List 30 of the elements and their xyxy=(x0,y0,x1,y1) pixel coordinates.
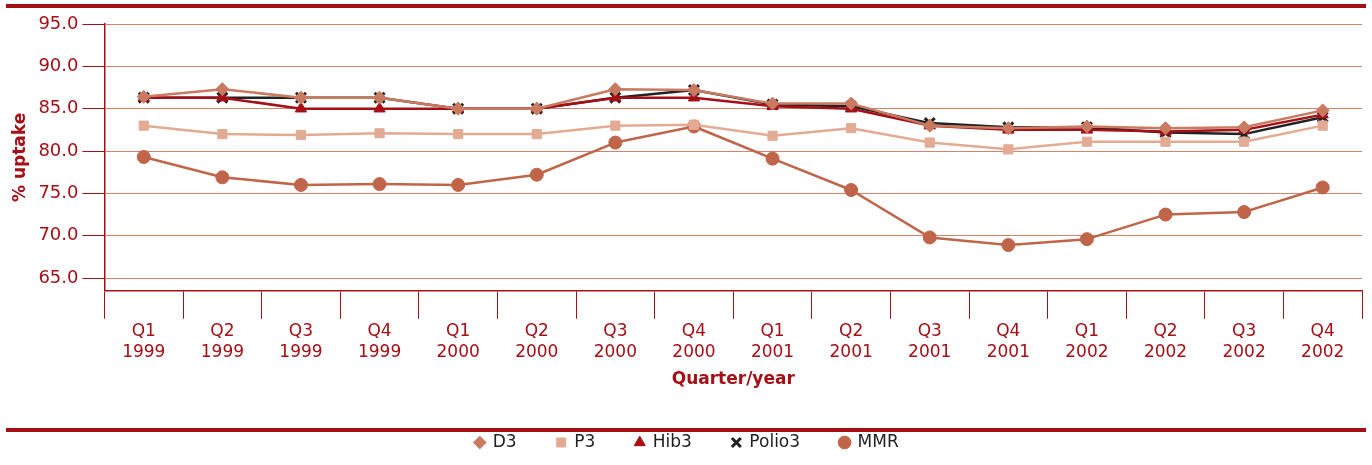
x-tick-label: Q3 2001 xyxy=(908,320,952,361)
y-tick-label: 85.0 xyxy=(38,96,79,118)
x-tick-label: Q1 1999 xyxy=(122,320,166,361)
legend-label: MMR xyxy=(857,430,899,451)
legend-label: Polio3 xyxy=(749,430,801,451)
x-tick-label: Q2 2002 xyxy=(1143,320,1188,361)
legend-label: D3 xyxy=(492,430,517,451)
x-tick-label: Q4 1999 xyxy=(357,320,402,361)
x-tick-label: Q4 2002 xyxy=(1301,320,1345,361)
x-tick-label: Q1 2002 xyxy=(1065,320,1109,361)
x-tick-label: Q4 2001 xyxy=(986,320,1030,361)
x-tick-label: Q2 1999 xyxy=(200,320,244,361)
y-tick-label: 90.0 xyxy=(38,54,79,76)
x-tick-label: Q3 2000 xyxy=(593,320,637,361)
y-tick-label: 80.0 xyxy=(38,138,79,160)
x-tick-label: Q2 2000 xyxy=(515,320,559,361)
legend-label: Hib3 xyxy=(652,430,692,451)
legend-label: P3 xyxy=(574,430,596,451)
y-axis-title: % uptake xyxy=(8,112,29,202)
x-axis-title: Quarter/year xyxy=(671,368,796,389)
x-tick-label: Q1 2001 xyxy=(750,320,795,361)
y-tick-label: 75.0 xyxy=(38,181,79,203)
y-tick-label: 95.0 xyxy=(38,11,79,33)
x-tick-label: Q4 2000 xyxy=(672,320,716,361)
x-tick-label: Q1 2000 xyxy=(436,320,480,361)
x-tick-label: Q3 2002 xyxy=(1222,320,1266,361)
y-tick-label: 65.0 xyxy=(38,265,79,287)
x-tick-label: Q3 1999 xyxy=(279,320,323,361)
x-tick-label: Q2 2001 xyxy=(829,320,873,361)
y-tick-label: 70.0 xyxy=(38,223,79,245)
